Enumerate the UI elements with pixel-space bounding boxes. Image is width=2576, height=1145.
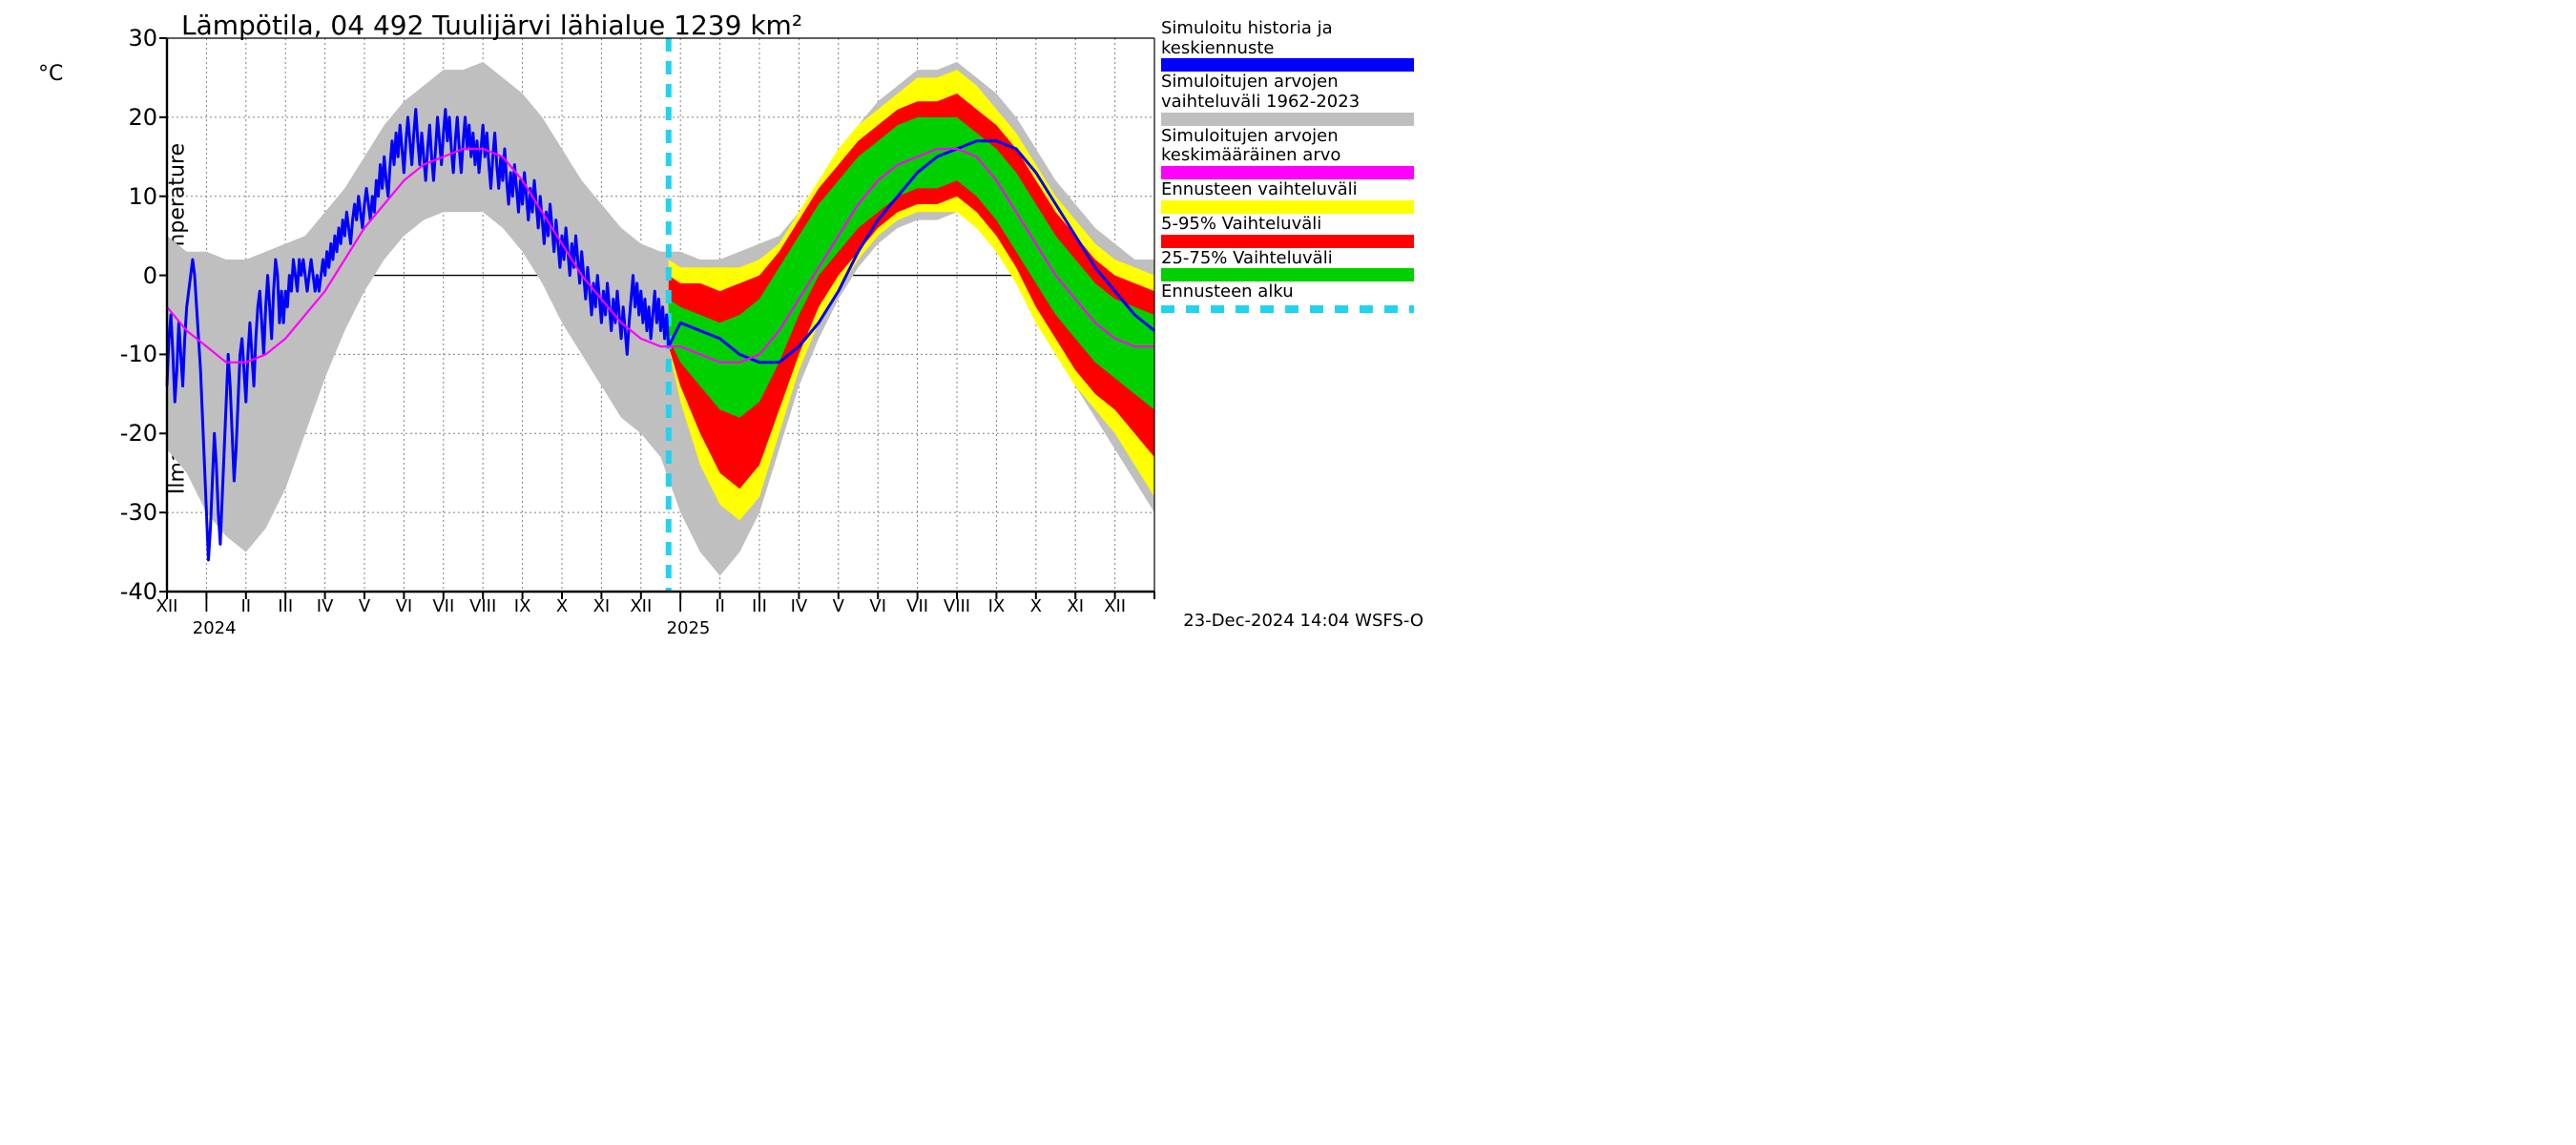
legend-swatch xyxy=(1161,305,1414,313)
legend-item: 5-95% Vaihteluväli xyxy=(1161,215,1423,248)
legend-label: keskiennuste xyxy=(1161,39,1423,59)
x-tick-label: II xyxy=(240,596,251,616)
legend-item: Ennusteen vaihteluväli xyxy=(1161,180,1423,214)
legend-label: Simuloitu historia ja xyxy=(1161,19,1423,39)
x-tick-label: VIII xyxy=(469,596,496,616)
legend-label: 5-95% Vaihteluväli xyxy=(1161,215,1423,235)
chart-legend: Simuloitu historia jakeskiennusteSimuloi… xyxy=(1161,19,1423,316)
legend-swatch xyxy=(1161,113,1414,126)
x-tick-label: IV xyxy=(791,596,808,616)
legend-label: Simuloitujen arvojen xyxy=(1161,73,1423,93)
legend-label: Ennusteen vaihteluväli xyxy=(1161,180,1423,200)
legend-item: Ennusteen alku xyxy=(1161,282,1423,316)
x-tick-label: IV xyxy=(317,596,334,616)
x-tick-label: IX xyxy=(988,596,1006,616)
x-tick-label: XII xyxy=(1104,596,1126,616)
x-year-label: 2025 xyxy=(667,618,711,638)
legend-label: vaihteluväli 1962-2023 xyxy=(1161,93,1423,113)
x-tick-label: VI xyxy=(396,596,413,616)
x-tick-label: IX xyxy=(514,596,531,616)
chart-timestamp: 23-Dec-2024 14:04 WSFS-O xyxy=(1183,611,1423,631)
x-tick-label: XII xyxy=(156,596,178,616)
y-tick-label: 10 xyxy=(128,183,157,210)
legend-swatch xyxy=(1161,58,1414,72)
legend-label: Ennusteen alku xyxy=(1161,282,1423,302)
y-tick-label: -10 xyxy=(120,341,157,367)
legend-item: Simuloitu historia jakeskiennuste xyxy=(1161,19,1423,72)
x-tick-label: VIII xyxy=(944,596,970,616)
x-tick-label: I xyxy=(678,596,683,616)
x-tick-label: XI xyxy=(593,596,611,616)
legend-item: 25-75% Vaihteluväli xyxy=(1161,249,1423,282)
legend-swatch xyxy=(1161,235,1414,248)
legend-item: Simuloitujen arvojenkeskimääräinen arvo xyxy=(1161,127,1423,179)
x-tick-label: XII xyxy=(630,596,652,616)
x-year-label: 2024 xyxy=(193,618,237,638)
legend-item: Simuloitujen arvojenvaihteluväli 1962-20… xyxy=(1161,73,1423,125)
legend-label: Simuloitujen arvojen xyxy=(1161,127,1423,147)
x-tick-label: II xyxy=(715,596,725,616)
y-tick-label: 20 xyxy=(128,104,157,131)
x-tick-label: X xyxy=(1030,596,1042,616)
x-tick-label: I xyxy=(204,596,209,616)
legend-label: keskimääräinen arvo xyxy=(1161,146,1423,166)
legend-swatch xyxy=(1161,268,1414,281)
x-tick-label: V xyxy=(359,596,370,616)
x-tick-label: VII xyxy=(432,596,454,616)
x-tick-label: III xyxy=(278,596,293,616)
x-tick-label: VI xyxy=(869,596,886,616)
legend-swatch xyxy=(1161,200,1414,214)
x-tick-label: V xyxy=(833,596,844,616)
legend-swatch xyxy=(1161,166,1414,179)
y-tick-label: -30 xyxy=(120,499,157,526)
legend-label: 25-75% Vaihteluväli xyxy=(1161,249,1423,269)
y-tick-label: 30 xyxy=(128,25,157,52)
x-tick-label: III xyxy=(752,596,767,616)
y-tick-label: -40 xyxy=(120,578,157,605)
y-tick-label: 0 xyxy=(143,262,157,289)
temperature-forecast-chart: Ilman lämpötila / Air temperature °C Läm… xyxy=(0,0,1431,636)
x-tick-label: VII xyxy=(906,596,928,616)
x-tick-label: XI xyxy=(1067,596,1084,616)
x-tick-label: X xyxy=(556,596,568,616)
y-tick-label: -20 xyxy=(120,420,157,447)
